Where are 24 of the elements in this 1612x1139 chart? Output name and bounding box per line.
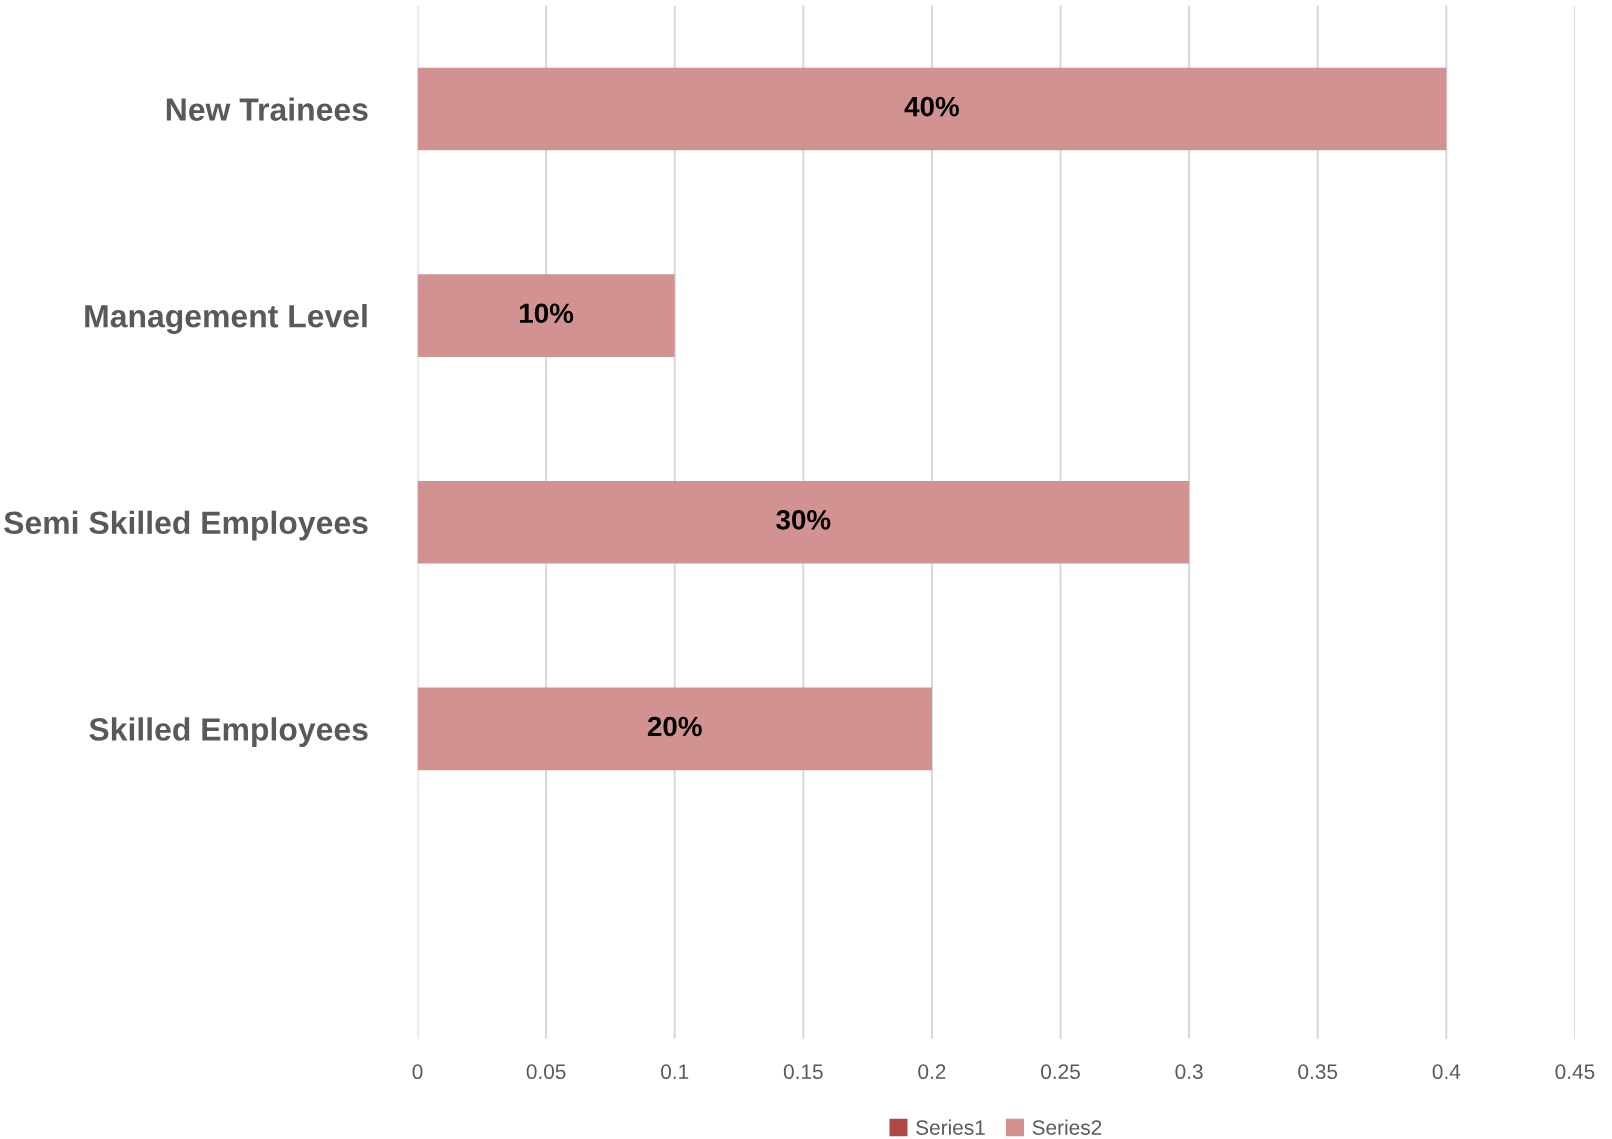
bar: [417, 687, 932, 771]
bar: [417, 274, 675, 357]
bar: [417, 67, 1447, 151]
x-tick-label: 0: [412, 1064, 423, 1080]
y-tick-label: New Trainees: [166, 97, 368, 121]
data-label: 30%: [776, 510, 831, 530]
legend-label: Series1: [916, 1119, 985, 1135]
x-tick-label: 0.45: [1555, 1064, 1595, 1080]
y-tick-label: Management Level: [85, 304, 367, 334]
x-tick-label: 0.1: [661, 1064, 689, 1080]
x-tick-label: 0.15: [783, 1064, 823, 1080]
bar: [417, 480, 1190, 564]
y-tick-label: Skilled Employees: [89, 717, 368, 748]
y-tick-label: Semi Skilled Employees: [4, 510, 368, 541]
data-label: 10%: [520, 303, 574, 324]
x-tick-label: 0.2: [918, 1064, 946, 1080]
x-tick-label: 0.25: [1041, 1064, 1080, 1080]
x-tick-label: 0.3: [1175, 1064, 1203, 1080]
x-tick-label: 0.35: [1298, 1064, 1338, 1080]
x-tick-label: 0.05: [526, 1064, 566, 1080]
x-tick-label: 0.4: [1432, 1064, 1461, 1080]
data-label: 20%: [647, 716, 702, 737]
legend-label: Series2: [1032, 1119, 1102, 1135]
data-label: 40%: [904, 96, 959, 117]
